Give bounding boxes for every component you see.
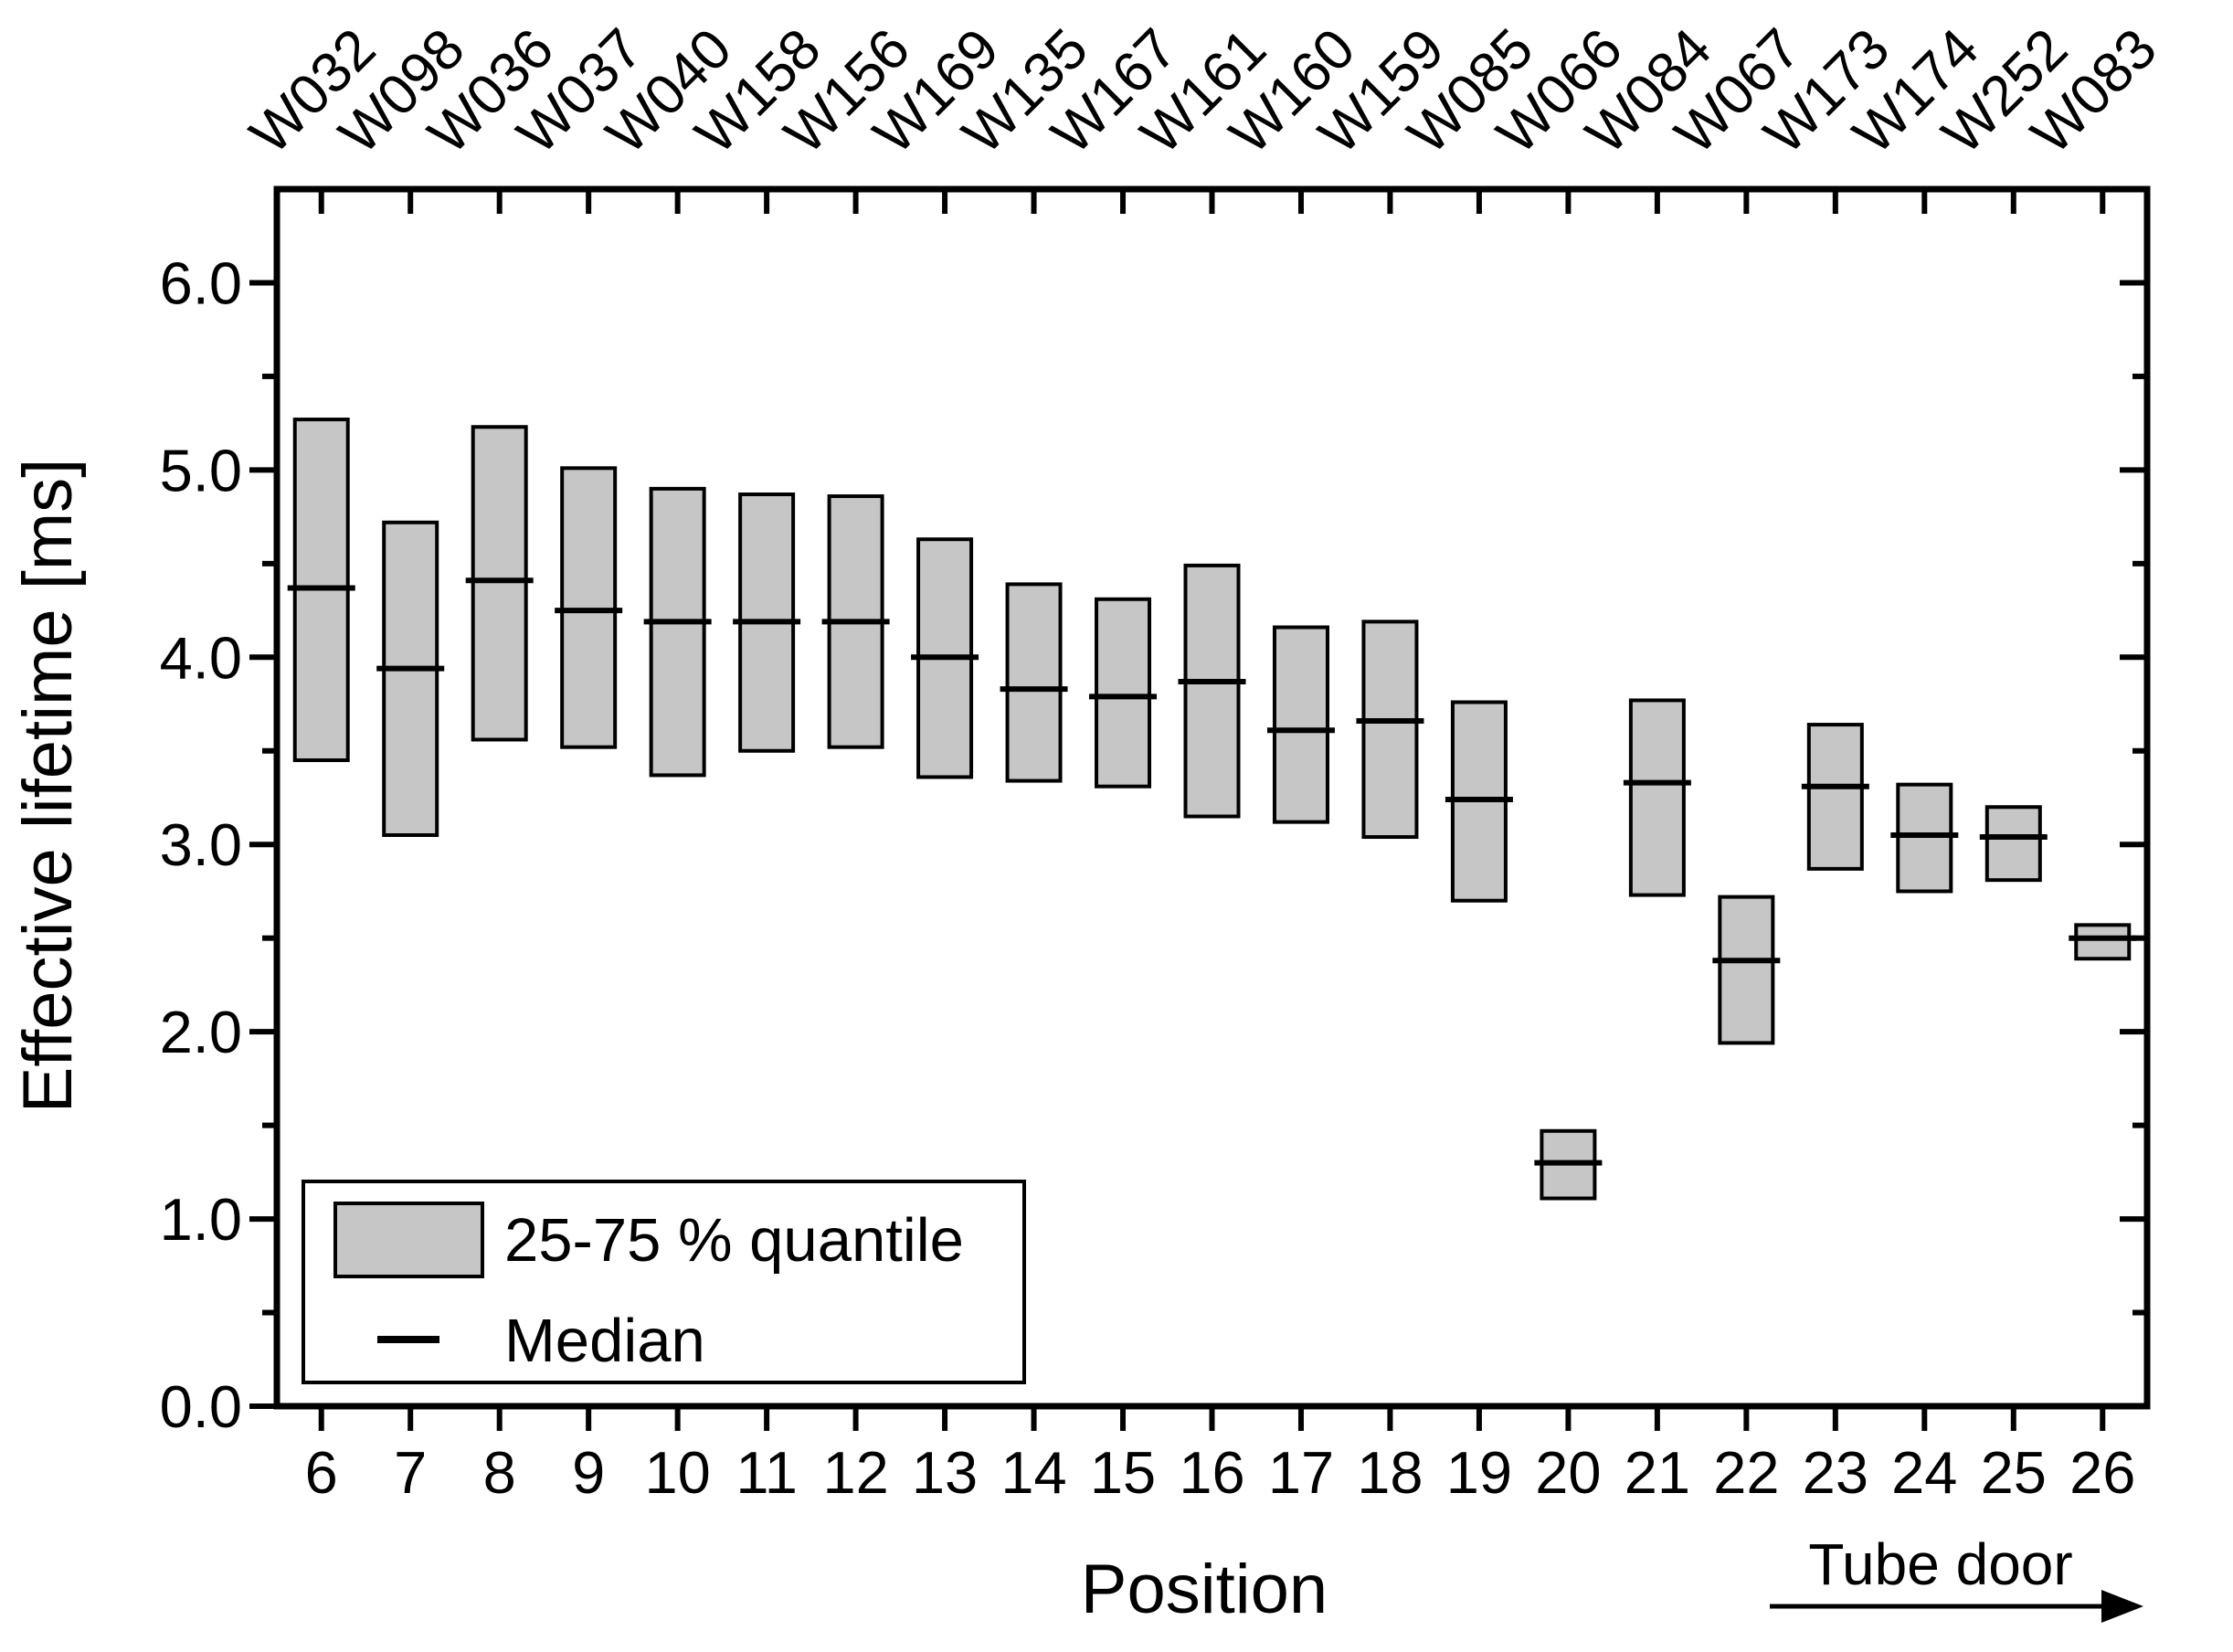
x-tick-label: 15 <box>1090 1439 1156 1506</box>
x-tick-label: 18 <box>1357 1439 1423 1506</box>
x-tick-label: 12 <box>822 1439 888 1506</box>
legend-quantile-label: 25-75 % quantile <box>504 1206 964 1275</box>
y-tick-label: 1.0 <box>160 1186 242 1253</box>
quantile-box <box>1896 782 1953 894</box>
x-tick-label: 21 <box>1624 1439 1690 1506</box>
quantile-box <box>1095 597 1152 789</box>
boxes-layer <box>287 418 2137 1201</box>
x-tick-label: 11 <box>736 1439 797 1506</box>
quantile-box <box>1984 805 2042 883</box>
quantile-box <box>1806 723 1864 871</box>
quantile-box <box>1361 620 1419 840</box>
x-tick-label: 10 <box>644 1439 710 1506</box>
y-axis-title: Effective lifetime [ms] <box>9 459 87 1114</box>
legend-median-label: Median <box>504 1307 705 1375</box>
y-tick-label: 4.0 <box>160 624 242 691</box>
legend-quantile-swatch <box>333 1202 484 1278</box>
quantile-box <box>1628 698 1686 897</box>
x-tick-label: 23 <box>1803 1439 1868 1506</box>
x-tick-label: 13 <box>912 1439 978 1506</box>
quantile-box <box>1718 895 1775 1045</box>
quantile-box <box>560 466 618 749</box>
x-tick-label: 17 <box>1268 1439 1334 1506</box>
x-tick-label: 24 <box>1891 1439 1957 1506</box>
x-tick-label: 7 <box>394 1439 427 1506</box>
quantile-box <box>1183 563 1241 819</box>
y-tick-label: 5.0 <box>160 437 242 503</box>
tube-door-label: Tube door <box>1808 1531 2072 1597</box>
axis-ticks-layer <box>249 189 2147 1431</box>
quantile-box <box>382 520 439 837</box>
quantile-box <box>649 486 706 778</box>
quantile-box <box>1005 582 1063 783</box>
y-tick-label: 2.0 <box>160 999 242 1065</box>
x-tick-label: 20 <box>1535 1439 1601 1506</box>
quantile-box <box>2074 923 2132 961</box>
x-tick-label: 6 <box>305 1439 338 1506</box>
y-tick-label: 3.0 <box>160 811 242 878</box>
y-tick-label: 6.0 <box>160 249 242 316</box>
x-tick-label: 9 <box>572 1439 605 1506</box>
tube-door-annotation: Tube door <box>1770 1531 2143 1623</box>
arrow-right-head-icon <box>2101 1590 2143 1623</box>
y-tick-label: 0.0 <box>160 1373 242 1440</box>
legend: 25-75 % quantile Median <box>302 1180 1026 1384</box>
quantile-box <box>471 425 528 742</box>
quantile-box <box>1272 625 1329 824</box>
x-tick-label: 8 <box>483 1439 516 1506</box>
x-axis-title: Position <box>1081 1551 1328 1628</box>
x-tick-label: 25 <box>1981 1439 2047 1506</box>
x-tick-label: 22 <box>1713 1439 1779 1506</box>
x-tick-label: 19 <box>1446 1439 1512 1506</box>
x-tick-label: 26 <box>2069 1439 2135 1506</box>
x-tick-label: 16 <box>1179 1439 1244 1506</box>
x-tick-label: 14 <box>1000 1439 1066 1506</box>
